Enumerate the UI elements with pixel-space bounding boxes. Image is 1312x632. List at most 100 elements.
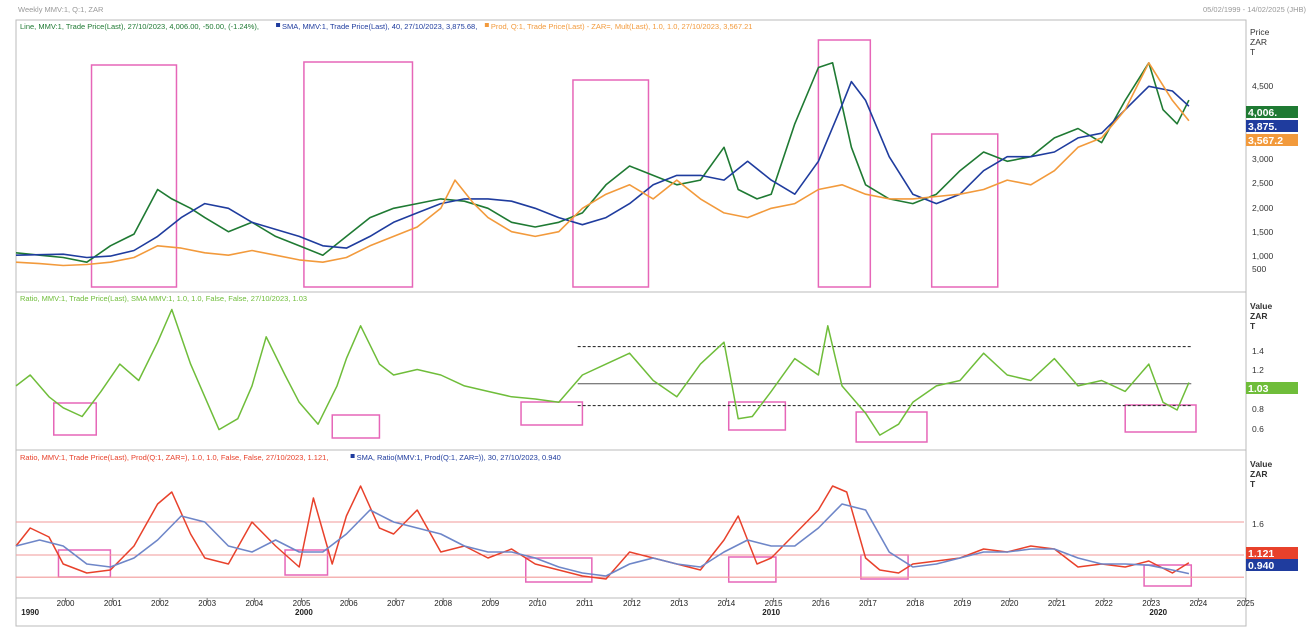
highlight-box-middle-1	[331, 414, 381, 439]
y-tick-top-2: 1,500	[1252, 227, 1274, 237]
y-tick-top-3: 2,000	[1252, 203, 1274, 213]
y-tick-top-1: 1,000	[1252, 251, 1274, 261]
bottom-panel-frame	[15, 449, 1247, 599]
last-value-text-top-0: 4,006.	[1248, 107, 1277, 119]
y-tick-top-4: 2,500	[1252, 178, 1274, 188]
x-tick-label-21: 2021	[1048, 599, 1066, 608]
highlight-box-bottom-5	[1143, 564, 1193, 587]
y-unit-label-middle-0: Value	[1250, 301, 1272, 311]
x-tick-label-5: 2005	[293, 599, 311, 608]
x-tick-label-13: 2013	[670, 599, 688, 608]
highlight-box-middle-2	[520, 401, 584, 426]
x-tick-label-18: 2018	[906, 599, 924, 608]
legend-swatch-top-1	[276, 23, 281, 27]
highlight-box-middle-5	[1124, 404, 1197, 433]
legend-entry-middle-0: Ratio, MMV:1, Trade Price(Last), SMA MMV…	[20, 294, 307, 303]
date-range: 05/02/1999 - 14/02/2025 (JHB)	[1203, 5, 1306, 14]
highlight-box-top-3	[817, 39, 872, 288]
y-tick-bottom-0: 1.6	[1252, 519, 1264, 529]
x-tick-label-19: 2019	[953, 599, 971, 608]
last-value-badge-middle-0	[1246, 382, 1298, 394]
x-tick-label-0: 2000	[57, 599, 75, 608]
x-tick-label-6: 2006	[340, 599, 358, 608]
x-axis-layer: 2000 2001 2002 2003 2004 2005 2006 2007 2008 2009…	[21, 598, 1255, 617]
x-tick-label-10: 2010	[529, 599, 547, 608]
y-unit-label-bottom-1: ZAR	[1250, 469, 1267, 479]
highlight-box-bottom-0	[57, 549, 112, 578]
y-unit-label-middle-1: ZAR	[1250, 311, 1267, 321]
highlight-box-middle-3	[727, 401, 787, 431]
y-tick-top-6: 4,500	[1252, 81, 1274, 91]
series-middle-0	[15, 308, 1190, 436]
legend-entry-bottom-1: SMA, Ratio(MMV:1, Prod(Q:1, ZAR=)), 30, …	[357, 453, 561, 462]
last-value-badge-top-0	[1246, 106, 1298, 118]
y-unit-label-top-0: Price	[1250, 27, 1270, 37]
last-value-text-bottom-1: 0.940	[1248, 560, 1274, 572]
middle-panel-frame	[15, 291, 1247, 451]
y-tick-middle-4: 1.4	[1252, 346, 1264, 356]
last-value-text-top-1: 3,875.	[1248, 121, 1277, 133]
x-decade-label-0: 1990	[21, 608, 39, 617]
highlight-box-top-4	[930, 133, 999, 288]
x-decade-label-3: 2020	[1149, 608, 1167, 617]
x-tick-label-11: 2011	[576, 599, 594, 608]
x-tick-label-3: 2003	[198, 599, 216, 608]
highlight-box-middle-4	[855, 411, 928, 443]
x-tick-label-4: 2004	[245, 599, 263, 608]
last-value-text-middle-0: 1.03	[1248, 383, 1269, 395]
x-tick-label-23: 2023	[1142, 599, 1160, 608]
y-unit-label-top-2: T	[1250, 47, 1255, 57]
legend-swatch-top-2	[484, 23, 489, 27]
x-tick-label-22: 2022	[1095, 599, 1113, 608]
x-tick-label-15: 2015	[765, 599, 783, 608]
legend-entry-bottom-0: Ratio, MMV:1, Trade Price(Last), Prod(Q:…	[20, 453, 328, 462]
legend-entry-top-2: Prod, Q:1, Trade Price(Last) - ZAR=, Mul…	[491, 22, 753, 31]
last-value-badge-top-1	[1246, 120, 1298, 132]
legend-entry-top-1: SMA, MMV:1, Trade Price(Last), 40, 27/10…	[282, 22, 477, 31]
highlight-box-top-0	[90, 64, 178, 288]
window-title: Weekly MMV:1, Q:1, ZAR	[18, 5, 104, 14]
series-top-0	[15, 62, 1190, 263]
series-bottom-0	[15, 485, 1190, 580]
x-tick-label-7: 2007	[387, 599, 405, 608]
x-tick-label-8: 2008	[434, 599, 452, 608]
series-bottom-1	[15, 503, 1190, 577]
last-value-badge-bottom-0	[1246, 547, 1298, 559]
highlight-box-bottom-2	[525, 557, 593, 583]
last-value-text-top-2: 3,567.2	[1248, 135, 1283, 147]
last-value-text-bottom-0: 1.121	[1248, 548, 1274, 560]
x-axis-frame	[15, 597, 1247, 627]
x-tick-label-2: 2002	[151, 599, 169, 608]
x-tick-label-9: 2009	[481, 599, 499, 608]
y-tick-top-5: 3,000	[1252, 154, 1274, 164]
x-tick-label-25: 2025	[1237, 599, 1255, 608]
highlight-box-top-2	[572, 79, 650, 288]
legend-swatch-bottom-1	[350, 454, 355, 458]
x-tick-label-14: 2014	[717, 599, 735, 608]
y-tick-middle-1: 0.8	[1252, 404, 1264, 414]
highlight-box-bottom-1	[284, 549, 329, 576]
series-top-1	[15, 80, 1190, 259]
y-unit-label-top-1: ZAR	[1250, 37, 1267, 47]
x-decade-label-1: 2000	[295, 608, 313, 617]
x-tick-label-24: 2024	[1189, 599, 1207, 608]
x-tick-label-12: 2012	[623, 599, 641, 608]
last-value-badge-bottom-1	[1246, 559, 1298, 571]
y-unit-label-middle-2: T	[1250, 321, 1256, 331]
y-tick-middle-3: 1.2	[1252, 365, 1264, 375]
y-axis-layer: PriceZART5001,0001,5002,0002,5003,0004,5…	[1246, 27, 1298, 572]
series-top-2	[15, 62, 1190, 267]
x-tick-label-17: 2017	[859, 599, 877, 608]
x-tick-label-1: 2001	[104, 599, 122, 608]
highlight-box-top-1	[303, 61, 414, 288]
highlight-box-bottom-3	[727, 556, 777, 583]
y-unit-label-bottom-2: T	[1250, 479, 1256, 489]
y-unit-label-bottom-0: Value	[1250, 459, 1272, 469]
series-layer	[15, 62, 1190, 580]
legend-entry-top-0: Line, MMV:1, Trade Price(Last), 27/10/20…	[20, 22, 259, 31]
y-tick-top-0: 500	[1252, 264, 1266, 274]
x-tick-label-16: 2016	[812, 599, 830, 608]
y-tick-middle-0: 0.6	[1252, 424, 1264, 434]
